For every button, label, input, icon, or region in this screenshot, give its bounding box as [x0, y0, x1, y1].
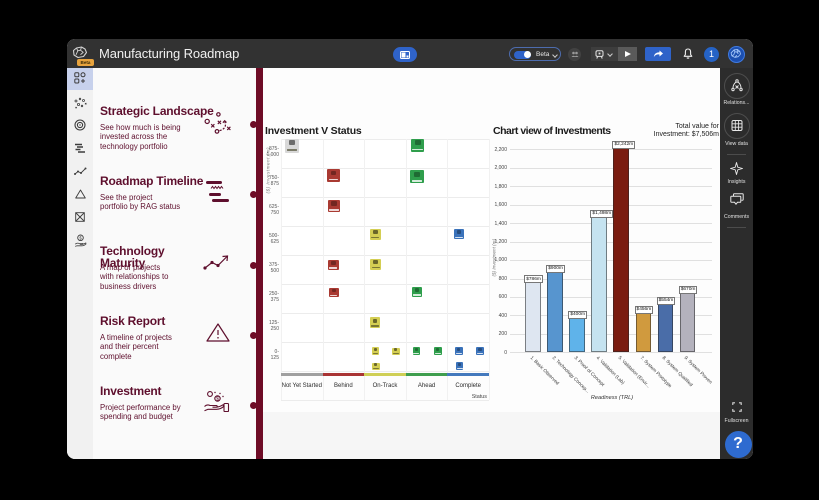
- svg-text:$: $: [216, 397, 219, 403]
- svg-text:$: $: [79, 235, 82, 240]
